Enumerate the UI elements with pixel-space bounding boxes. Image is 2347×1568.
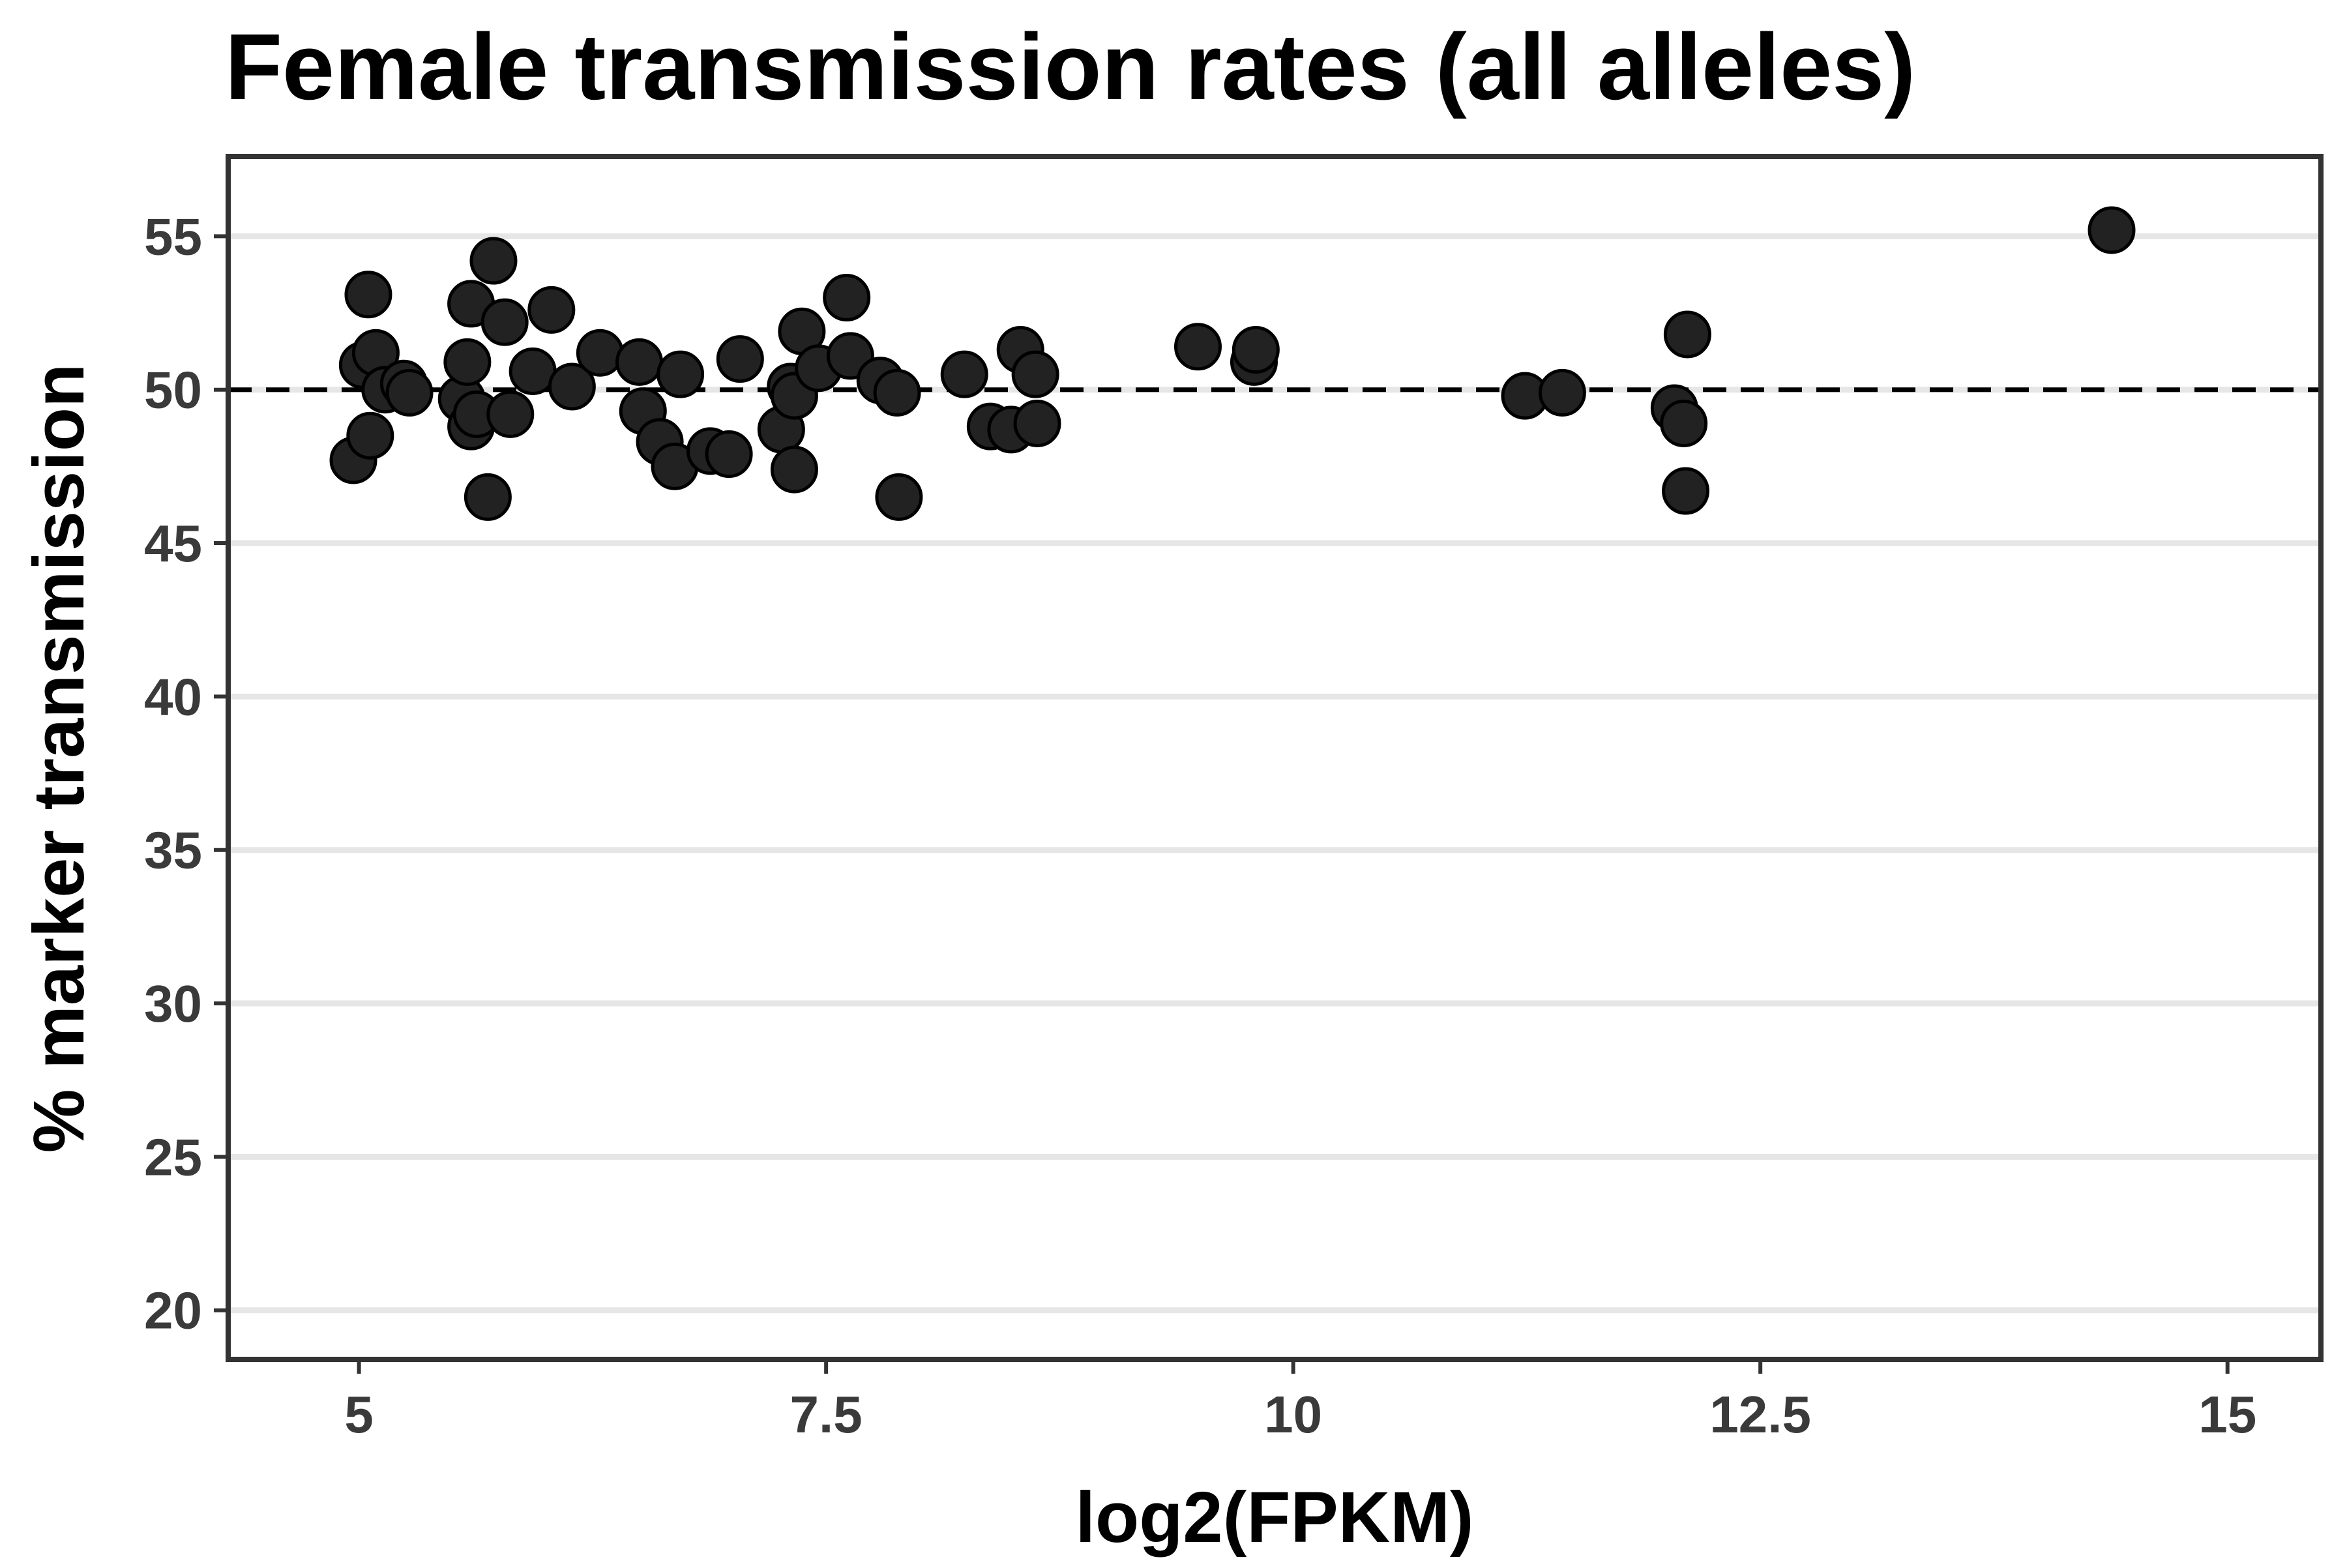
data-point (1232, 326, 1280, 374)
data-point (770, 445, 818, 494)
data-point (875, 473, 923, 521)
data-point (548, 362, 596, 411)
data-point (385, 368, 434, 417)
data-point (705, 430, 753, 479)
data-point (873, 368, 921, 417)
x-tick-label: 12.5 (1709, 1385, 1811, 1443)
y-tick-label: 20 (144, 1282, 202, 1340)
data-point (1174, 323, 1222, 371)
data-point (576, 329, 624, 377)
data-point (615, 338, 664, 386)
data-point (480, 298, 529, 346)
data-point (1011, 350, 1059, 398)
y-tick-label: 30 (144, 975, 202, 1033)
data-point (486, 390, 535, 438)
y-tick-label: 55 (144, 207, 202, 265)
data-point (716, 335, 764, 383)
y-axis-ticks: 20 25 30 35 40 45 50 55 (144, 207, 228, 1340)
y-tick-label: 35 (144, 821, 202, 880)
data-point (469, 237, 518, 285)
data-point (1013, 399, 1061, 447)
x-axis-ticks: 5 7.5 10 12.5 15 (344, 1359, 2256, 1443)
y-tick-label: 40 (144, 668, 202, 726)
data-point (657, 350, 705, 398)
data-point (2088, 206, 2136, 254)
gridlines (228, 233, 2321, 1314)
data-point (1662, 467, 1710, 515)
data-point (1538, 368, 1586, 417)
chart-title: Female transmission rates (all alleles) (225, 14, 1915, 119)
x-tick-label: 5 (344, 1385, 374, 1443)
data-point (823, 274, 871, 322)
data-point (464, 473, 512, 521)
data-point (1663, 310, 1711, 359)
y-tick-label: 50 (144, 361, 202, 419)
data-point (1660, 399, 1708, 447)
x-tick-label: 7.5 (790, 1385, 863, 1443)
plot-panel-border (226, 154, 2324, 1362)
x-tick-label: 15 (2198, 1385, 2256, 1443)
data-point (344, 271, 392, 319)
x-axis-title: log2(FPKM) (1075, 1477, 1473, 1558)
data-points (329, 206, 2136, 521)
data-point (527, 286, 576, 334)
x-tick-label: 10 (1264, 1385, 1322, 1443)
y-tick-label: 45 (144, 514, 202, 572)
data-point (443, 338, 492, 386)
y-axis-title: % marker transmission (19, 364, 99, 1153)
y-tick-label: 25 (144, 1128, 202, 1186)
data-point (940, 350, 988, 398)
data-point (346, 411, 394, 460)
